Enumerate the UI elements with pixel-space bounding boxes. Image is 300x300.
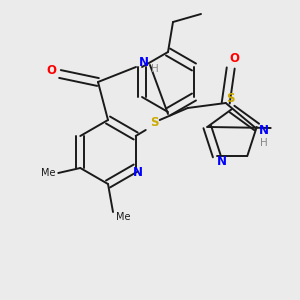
Text: S: S — [226, 92, 234, 106]
Text: N: N — [217, 154, 227, 167]
Text: H: H — [151, 64, 159, 74]
Text: N: N — [133, 167, 143, 179]
Text: N: N — [259, 124, 269, 136]
Text: N: N — [139, 56, 149, 68]
Text: S: S — [151, 116, 159, 130]
Text: Me: Me — [116, 212, 130, 222]
Text: H: H — [260, 138, 268, 148]
Text: O: O — [46, 64, 56, 76]
Text: O: O — [230, 52, 240, 64]
Text: Me: Me — [41, 168, 56, 178]
